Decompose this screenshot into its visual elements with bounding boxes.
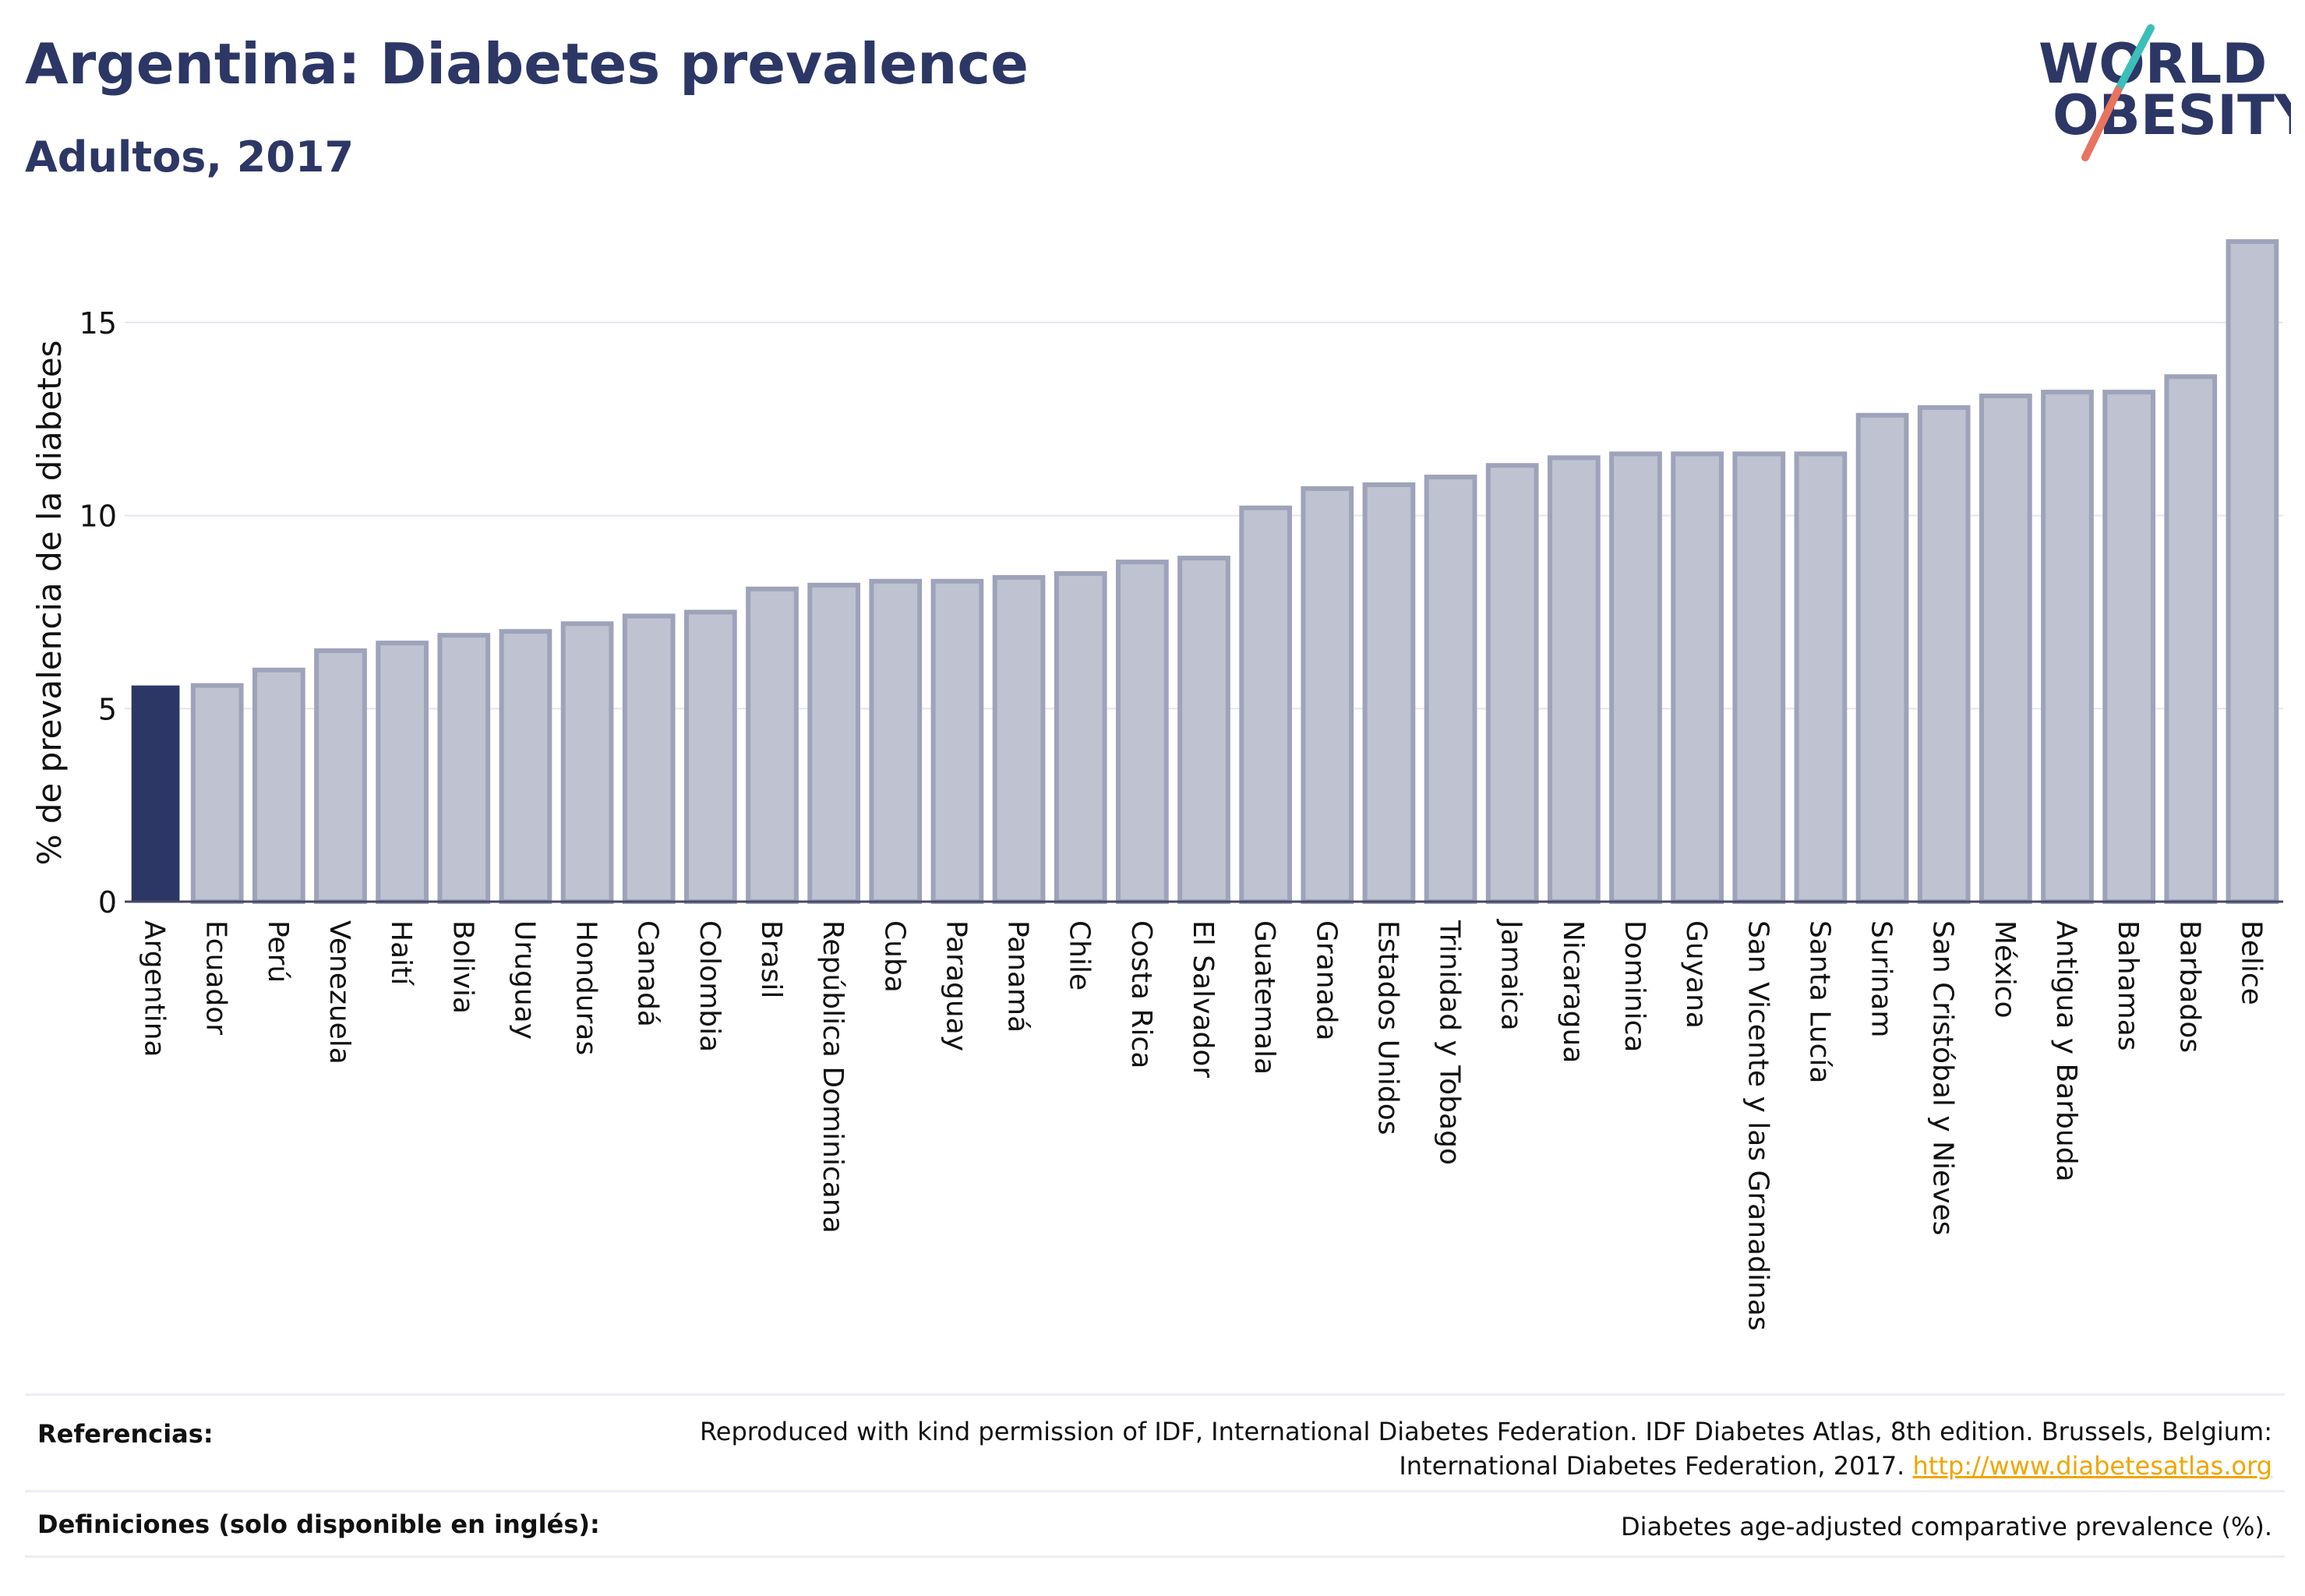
x-tick-label: Costa Rica <box>1125 920 1157 1068</box>
y-axis-label: % de prevalencia de la diabetes <box>30 341 69 866</box>
bar <box>1239 505 1293 904</box>
footer: Referencias: Reproduced with kind permis… <box>25 1393 2285 1565</box>
references-line1: Reproduced with kind permission of IDF, … <box>699 1417 2272 1446</box>
x-tick-label: Ecuador <box>200 920 232 1035</box>
bar <box>746 586 799 904</box>
bar <box>190 683 244 904</box>
bar <box>869 578 923 904</box>
x-tick-label: Surinam <box>1866 920 1897 1037</box>
bar <box>1671 451 1724 904</box>
bar <box>376 641 429 904</box>
x-tick-label: Guatemala <box>1248 920 1280 1075</box>
bar <box>930 578 984 904</box>
references-line2-wrap: International Diabetes Federation, 2017.… <box>636 1449 2272 1483</box>
x-tick-label: El Salvador <box>1187 920 1219 1078</box>
x-tick-label: Uruguay <box>508 920 540 1040</box>
references-text: Reproduced with kind permission of IDF, … <box>636 1414 2272 1483</box>
bar <box>1978 394 2032 904</box>
bar <box>1301 486 1354 904</box>
x-tick-label: Paraguay <box>940 920 972 1051</box>
x-tick-label: Trinidad y Tobago <box>1434 920 1466 1165</box>
x-tick-label: Cuba <box>878 920 910 993</box>
bar <box>2164 374 2218 905</box>
x-tick-label: México <box>1989 920 2021 1019</box>
x-tick-label: Haití <box>385 920 417 986</box>
x-tick-label: Honduras <box>570 920 602 1055</box>
references-label: Referencias: <box>37 1419 214 1449</box>
bar <box>1855 412 1909 904</box>
references-link[interactable]: http://www.diabetesatlas.org <box>1912 1451 2272 1481</box>
bar <box>683 609 737 904</box>
bar <box>1177 556 1230 904</box>
x-tick-label: Barbados <box>2173 920 2205 1053</box>
x-tick-label: Bahamas <box>2112 920 2144 1051</box>
y-tick-label: 10 <box>79 500 117 534</box>
footer-bottom-rule <box>25 1555 2285 1558</box>
bar <box>437 633 491 904</box>
bar-highlight <box>131 685 180 902</box>
world-obesity-logo: WORLD OBESITY <box>2038 24 2291 161</box>
y-tick-label: 0 <box>98 885 117 920</box>
x-tick-label: San Cristóbal y Nieves <box>1927 920 1959 1235</box>
references-line2: International Diabetes Federation, 2017. <box>1399 1451 1905 1481</box>
x-tick-label: Venezuela <box>323 920 355 1065</box>
x-tick-label: República Dominicana <box>817 920 849 1234</box>
x-tick-label: Colombia <box>694 920 725 1052</box>
x-tick-label: San Vicente y las Granadinas <box>1742 920 1774 1331</box>
bar <box>2226 238 2279 904</box>
bar <box>622 613 676 904</box>
x-tick-label: Santa Lucía <box>1803 920 1835 1083</box>
y-tick-label: 15 <box>79 306 117 341</box>
bar <box>2041 390 2094 904</box>
bar <box>1794 451 1848 904</box>
x-tick-label: Estados Unidos <box>1371 920 1403 1135</box>
x-tick-label: Brasil <box>755 920 787 998</box>
references-row: Referencias: Reproduced with kind permis… <box>25 1393 2285 1492</box>
definitions-row: Definiciones (solo disponible en inglés)… <box>25 1490 2285 1558</box>
x-tick-label: Dominica <box>1618 920 1650 1053</box>
bar <box>807 582 861 905</box>
x-tick-label: Argentina <box>139 920 171 1058</box>
x-tick-label: Antigua y Barbuda <box>2050 920 2082 1182</box>
bar <box>1547 455 1601 904</box>
logo-slash-bottom <box>2081 87 2122 161</box>
bar <box>1424 475 1477 904</box>
bar <box>1609 451 1662 904</box>
bar <box>1917 404 1971 904</box>
x-tick-label: Guyana <box>1680 920 1712 1029</box>
bar <box>1054 570 1107 905</box>
x-tick-label: Jamaica <box>1495 919 1527 1031</box>
bar <box>992 574 1046 904</box>
bar <box>1732 451 1786 904</box>
bar <box>560 621 614 904</box>
logo-line1: WORLD <box>2038 32 2267 96</box>
y-tick-label: 5 <box>98 692 117 726</box>
x-tick-label: Bolivia <box>447 920 478 1014</box>
bar <box>314 648 367 905</box>
x-tick-label: Perú <box>262 920 294 983</box>
bar <box>252 667 305 904</box>
definitions-text: Diabetes age-adjusted comparative preval… <box>1621 1512 2272 1541</box>
x-tick-label: Panamá <box>1002 920 1034 1033</box>
bar <box>1485 463 1539 904</box>
page-title: Argentina: Diabetes prevalence <box>25 31 1029 97</box>
bar-chart: 0 5 10 15 % de prevalencia de la diabetes Arg… <box>30 238 2283 1331</box>
x-tick-label: Granada <box>1310 920 1342 1041</box>
x-tick-label: Canadá <box>632 920 664 1027</box>
page-subtitle: Adultos, 2017 <box>25 132 355 182</box>
bar <box>2102 390 2156 904</box>
definitions-label: Definiciones (solo disponible en inglés)… <box>37 1509 600 1539</box>
x-tick-label: Belice <box>2235 920 2267 1005</box>
bar <box>499 629 552 904</box>
logo-slash-top <box>2114 24 2155 94</box>
bar <box>1362 482 1416 904</box>
x-tick-label: Chile <box>1064 920 1096 990</box>
bar <box>1115 560 1169 904</box>
x-tick-label: Nicaragua <box>1557 920 1589 1063</box>
